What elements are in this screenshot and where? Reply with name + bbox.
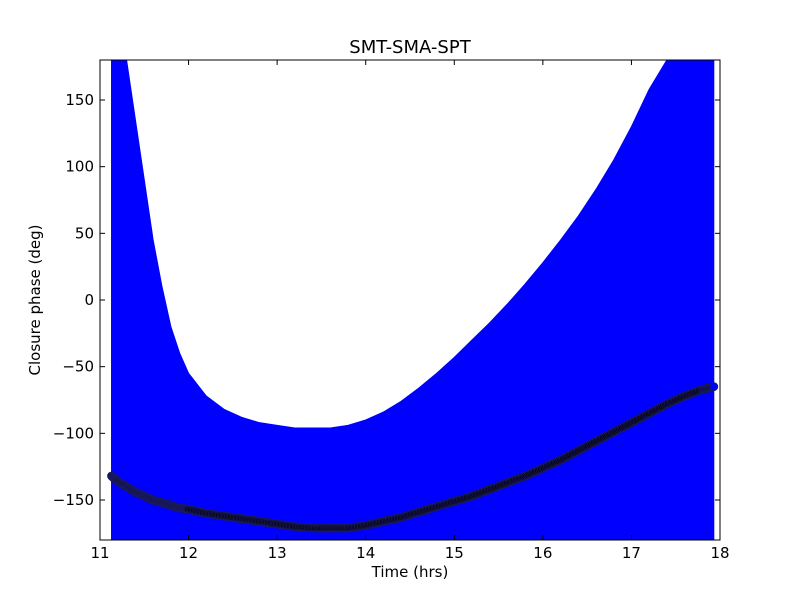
- y-tick-label: −150: [53, 491, 94, 509]
- error-band: [111, 60, 715, 540]
- x-tick-label: 12: [179, 544, 198, 562]
- x-tick-label: 15: [445, 544, 464, 562]
- x-axis: 11 12 13 14 15 16 17 18: [90, 60, 730, 562]
- y-tick-label: 0: [84, 291, 94, 309]
- error-band-area: [111, 60, 715, 540]
- y-tick-label: 100: [65, 158, 94, 176]
- y-tick-label: −50: [62, 358, 94, 376]
- y-axis-label: Closure phase (deg): [26, 225, 44, 376]
- chart-title: SMT-SMA-SPT: [349, 37, 471, 58]
- data-points: [107, 382, 719, 533]
- x-tick-label: 16: [533, 544, 552, 562]
- y-tick-label: 50: [75, 224, 94, 242]
- x-tick-label: 14: [356, 544, 375, 562]
- y-axis: −150 −100 −50 0 50 100 150: [53, 91, 720, 509]
- x-tick-label: 11: [90, 544, 109, 562]
- y-tick-label: −100: [53, 424, 94, 442]
- y-tick-label: 150: [65, 91, 94, 109]
- x-tick-label: 17: [622, 544, 641, 562]
- x-tick-label: 18: [710, 544, 729, 562]
- data-point: [709, 382, 719, 392]
- x-tick-label: 13: [268, 544, 287, 562]
- x-axis-label: Time (hrs): [371, 563, 449, 581]
